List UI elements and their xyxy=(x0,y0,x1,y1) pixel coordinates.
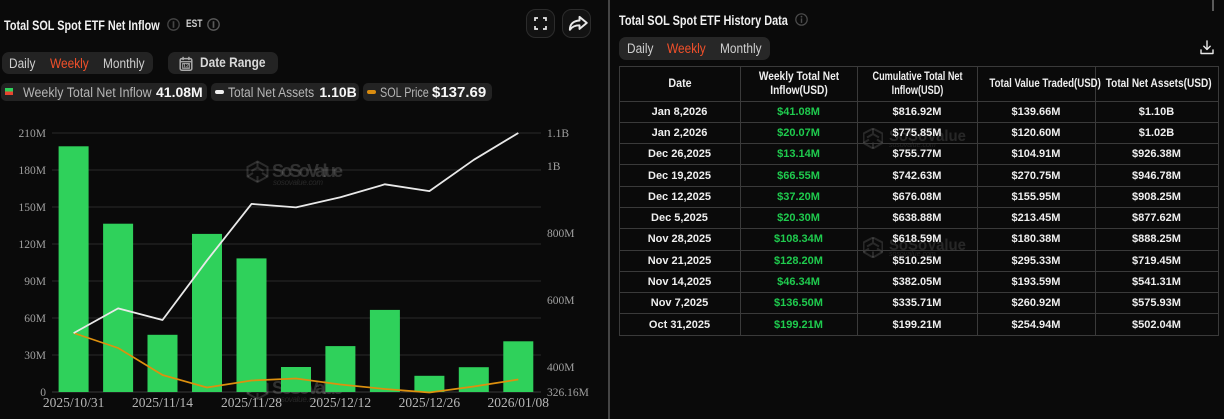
svg-text:180M: 180M xyxy=(19,165,46,177)
svg-text:SoSoValue: SoSoValue xyxy=(272,161,343,181)
svg-text:800M: 800M xyxy=(547,228,574,240)
svg-text:1.1B: 1.1B xyxy=(547,128,569,140)
svg-text:90M: 90M xyxy=(24,276,46,288)
svg-text:120M: 120M xyxy=(19,239,46,251)
svg-text:1B: 1B xyxy=(547,161,561,173)
svg-text:326.16M: 326.16M xyxy=(547,387,589,399)
svg-text:150M: 150M xyxy=(19,202,46,214)
svg-text:sosovalue.com: sosovalue.com xyxy=(273,178,323,187)
svg-text:sosovalue.com: sosovalue.com xyxy=(273,395,323,404)
svg-text:2026/01/08: 2026/01/08 xyxy=(488,395,550,410)
svg-text:210M: 210M xyxy=(19,128,46,140)
svg-text:2025/11/14: 2025/11/14 xyxy=(132,395,193,410)
svg-text:400M: 400M xyxy=(547,362,574,374)
svg-text:12: 12 xyxy=(183,64,189,70)
svg-text:60M: 60M xyxy=(24,313,46,325)
svg-text:2025/12/26: 2025/12/26 xyxy=(399,395,461,410)
svg-text:600M: 600M xyxy=(547,295,574,307)
svg-text:2025/12/12: 2025/12/12 xyxy=(310,395,372,410)
svg-text:2025/11/28: 2025/11/28 xyxy=(221,395,282,410)
svg-text:30M: 30M xyxy=(24,350,46,362)
svg-text:2025/10/31: 2025/10/31 xyxy=(43,395,105,410)
svg-text:0: 0 xyxy=(40,387,46,399)
